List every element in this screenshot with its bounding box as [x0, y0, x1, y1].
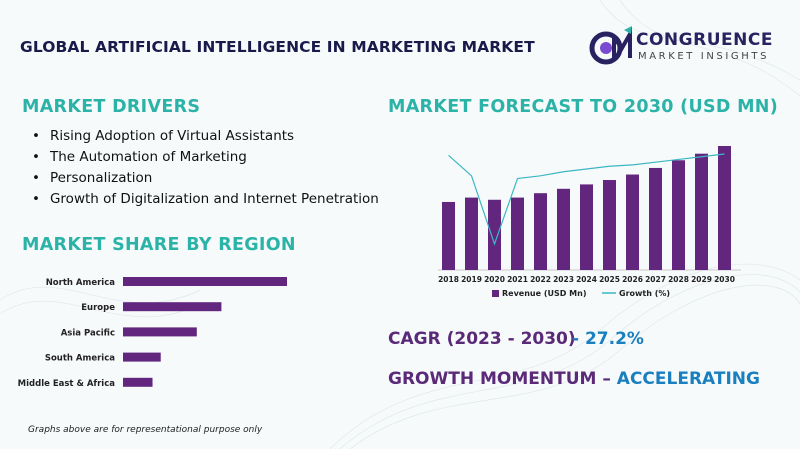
year-label: 2030 [714, 275, 735, 284]
year-label: 2019 [461, 275, 482, 284]
growth-label: GROWTH MOMENTUM – [388, 369, 617, 389]
revenue-bar [603, 180, 616, 270]
region-bar [123, 327, 197, 337]
region-label: South America [45, 354, 115, 364]
region-heading: MARKET SHARE BY REGION [22, 235, 296, 255]
region-label: Middle East & Africa [18, 379, 116, 389]
growth-line [448, 153, 725, 246]
year-label: 2023 [553, 275, 574, 284]
year-label: 2026 [622, 275, 643, 284]
growth-momentum: GROWTH MOMENTUM – ACCELERATING [388, 369, 760, 389]
revenue-bar [580, 184, 593, 270]
drivers-heading: MARKET DRIVERS [22, 97, 201, 117]
year-label: 2022 [530, 275, 551, 284]
driver-item: Rising Adoption of Virtual Assistants [22, 126, 379, 147]
page-title: GLOBAL ARTIFICIAL INTELLIGENCE IN MARKET… [20, 38, 535, 56]
region-bar [123, 302, 222, 312]
year-label: 2027 [645, 275, 666, 284]
company-logo: CONGRUENCE MARKET INSIGHTS [588, 24, 788, 72]
region-bar [123, 277, 287, 286]
revenue-bar [695, 153, 708, 270]
year-label: 2024 [576, 275, 597, 284]
revenue-bar [465, 197, 478, 270]
revenue-bar [511, 197, 524, 270]
region-label: Asia Pacific [61, 328, 115, 338]
year-label: 2021 [507, 275, 528, 284]
driver-item: The Automation of Marketing [22, 147, 379, 168]
revenue-bar [672, 160, 685, 270]
legend-revenue-label: Revenue (USD Mn) [502, 289, 586, 298]
logo-mark-icon [589, 26, 632, 65]
region-bar-chart: North America Europe Asia Pacific South Ame… [18, 277, 287, 389]
revenue-bar [557, 188, 570, 270]
region-bar [123, 352, 161, 362]
cagr-label: CAGR (2023 - 2030) [388, 329, 576, 349]
region-label: North America [46, 278, 116, 288]
logo-name: CONGRUENCE [636, 30, 773, 50]
year-label: 2018 [438, 275, 459, 284]
cagr-value: - 27.2% [572, 329, 644, 349]
growth-value: ACCELERATING [616, 369, 760, 389]
year-label: 2029 [691, 275, 712, 284]
driver-item: Growth of Digitalization and Internet Pe… [22, 189, 379, 210]
revenue-bar [718, 146, 731, 270]
year-label: 2028 [668, 275, 689, 284]
region-bar [123, 377, 153, 387]
footnote: Graphs above are for representational pu… [28, 425, 263, 435]
revenue-bar [649, 167, 662, 270]
forecast-heading: MARKET FORECAST TO 2030 (USD MN) [388, 97, 779, 117]
year-label: 2020 [484, 275, 505, 284]
revenue-bar [488, 199, 501, 270]
forecast-chart: 2018 2019 2020 2021 2022 2023 2024 2025 2026 2027… [438, 146, 741, 298]
logo-tagline: MARKET INSIGHTS [638, 51, 770, 62]
revenue-bar [442, 201, 455, 270]
revenue-bar [534, 193, 547, 270]
driver-item: Personalization [22, 168, 379, 189]
legend-growth-label: Growth (%) [619, 289, 670, 298]
revenue-bar [626, 174, 639, 270]
region-label: Europe [81, 303, 115, 313]
legend-revenue-swatch [492, 290, 499, 297]
drivers-list: Rising Adoption of Virtual Assistants Th… [22, 126, 379, 210]
year-label: 2025 [599, 275, 620, 284]
